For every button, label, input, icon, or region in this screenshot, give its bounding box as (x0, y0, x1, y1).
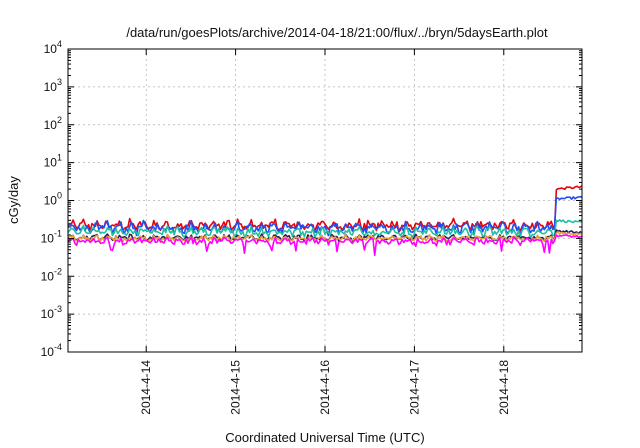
x-tick-label: 2014-4-15 (229, 360, 243, 415)
chart-title: /data/run/goesPlots/archive/2014-04-18/2… (126, 25, 548, 40)
y-tick-label: 100 (44, 191, 62, 208)
y-tick-label: 101 (44, 153, 62, 170)
y-tick-label: 104 (44, 39, 62, 56)
x-tick-label: 2014-4-16 (318, 360, 332, 415)
x-axis-label: Coordinated Universal Time (UTC) (225, 430, 424, 445)
y-axis: 10-4 10-3 10-2 10-1 100 101 102 103 104 (41, 39, 582, 359)
series-line (67, 219, 583, 239)
x-axis: 2014-4-14 2014-4-15 2014-4-16 2014-4-17 2014… (139, 49, 511, 415)
y-tick-label: 103 (44, 77, 62, 94)
y-tick-label: 102 (44, 115, 62, 132)
x-tick-label: 2014-4-14 (139, 360, 153, 415)
y-tick-label: 10-2 (41, 266, 62, 283)
series-line (67, 185, 583, 233)
grid (68, 49, 582, 352)
series-line (67, 195, 583, 237)
series-line (67, 231, 583, 244)
y-tick-label: 10-4 (41, 342, 62, 359)
x-tick-label: 2014-4-18 (497, 360, 511, 415)
y-tick-label: 10-3 (41, 304, 62, 321)
x-tick-label: 2014-4-17 (407, 360, 421, 415)
series-line (67, 234, 583, 257)
y-axis-label: cGy/day (6, 176, 21, 224)
y-tick-label: 10-1 (41, 228, 62, 245)
series-group (67, 185, 583, 257)
